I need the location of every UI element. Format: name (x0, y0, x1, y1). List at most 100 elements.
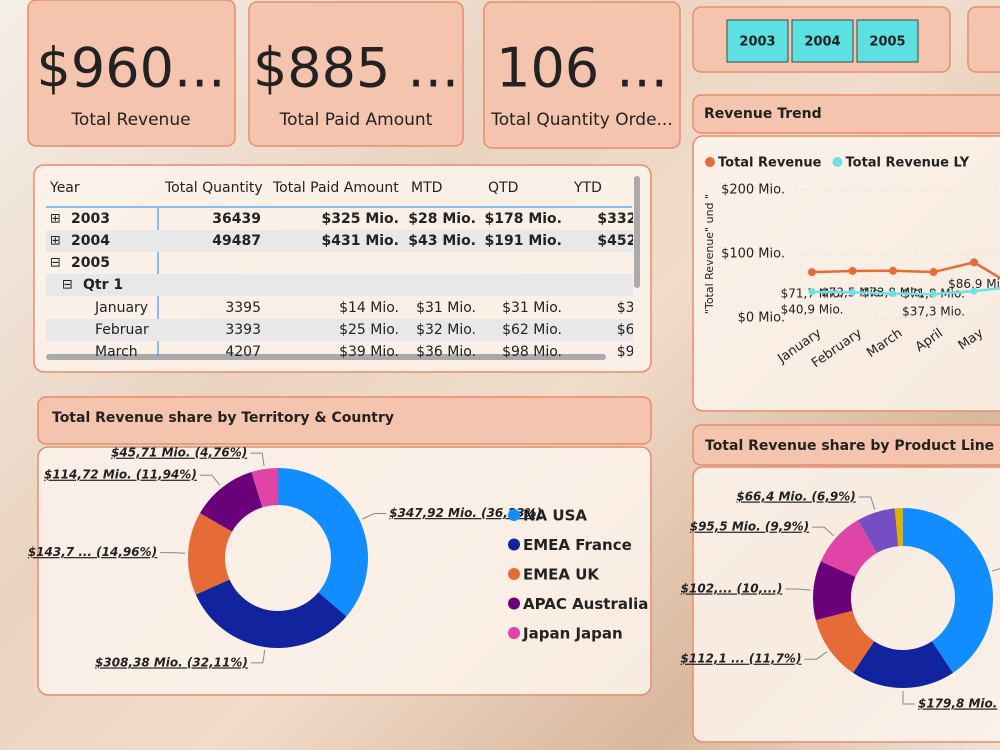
point (889, 266, 897, 275)
point (848, 266, 857, 275)
cell: $31 Mio. (502, 300, 562, 316)
chart-title: Total Revenue share by Territory & Count… (52, 410, 394, 426)
expand-icon[interactable]: ⊞ (50, 212, 61, 227)
row-band (46, 319, 633, 341)
cell: $62 Mio. (502, 322, 562, 338)
cell: $191 Mio. (484, 233, 562, 249)
row-label: 2005 (71, 255, 110, 271)
legend-marker (508, 627, 520, 639)
data-label: $114,72 Mio. (11,94%) (44, 468, 197, 482)
card-value: $885 ... (253, 37, 459, 100)
expand-icon[interactable]: ⊞ (50, 234, 61, 249)
legend-label: Japan Japan (522, 625, 623, 643)
row-label: 2004 (71, 233, 110, 249)
cell: $43 Mio. (408, 233, 476, 249)
leader-line (362, 513, 387, 520)
expand-icon[interactable]: ⊟ (62, 278, 73, 293)
data-label: $143,7 ... (14,96%) (28, 545, 157, 559)
column-header: YTD (573, 180, 602, 196)
column-header: MTD (411, 180, 442, 196)
card (483, 1, 681, 149)
legend-label: APAC Australia (523, 595, 648, 613)
title-panel (37, 396, 652, 445)
card-label: Total Quantity Orde... (490, 110, 673, 130)
column-header: Total Paid Amount (272, 180, 399, 196)
slicer-label: 2005 (869, 35, 905, 50)
column-header: Year (49, 180, 80, 196)
cell: 4207 (225, 344, 261, 360)
row-label: January (94, 300, 148, 316)
legend-marker (508, 538, 520, 551)
card-label: Total Paid Amount (279, 110, 433, 130)
cell: $25 Mio. (339, 322, 399, 338)
leader-line (250, 649, 266, 664)
y-tick-label: $200 Mio. (721, 183, 785, 198)
y-tick-label: $100 Mio. (721, 247, 785, 262)
legend-label: EMEA UK (523, 566, 600, 584)
point (930, 290, 937, 298)
point (970, 258, 978, 267)
point (970, 287, 978, 295)
donut-slice (278, 468, 368, 617)
data-label: $86,9 Mi (948, 277, 1000, 291)
data-label: $66,4 Mio. (6,9%) (736, 490, 855, 504)
cell: $39 Mio. (339, 344, 399, 360)
line (811, 286, 1000, 296)
cell: 36439 (212, 211, 261, 227)
slicer-button[interactable] (726, 19, 789, 63)
point (808, 288, 816, 296)
cell: 3395 (225, 300, 261, 316)
donut-slice (199, 471, 263, 532)
cell: 3393 (225, 322, 261, 338)
slicer-label: 2003 (739, 35, 775, 50)
chart-title: Total Revenue share by Product Line (705, 438, 994, 454)
row-label: March (95, 344, 138, 360)
expand-icon[interactable]: ⊟ (50, 256, 61, 271)
legend-label: Total Revenue (718, 156, 822, 171)
cell: $332 Mi (597, 211, 660, 227)
leader-line (160, 552, 186, 554)
data-label: $40,9 Mio. (781, 302, 844, 316)
donut-slice (188, 513, 233, 595)
line (811, 261, 1000, 280)
donut-slice (853, 641, 953, 688)
legend-marker (508, 597, 520, 610)
scrollbar[interactable] (634, 176, 640, 288)
slicer-button[interactable] (791, 19, 854, 63)
cell: $31 Mio. (416, 300, 476, 316)
scrollbar[interactable] (46, 354, 606, 360)
leader-line (858, 496, 876, 510)
data-label: $102,... (10,...) (681, 581, 783, 595)
cell: $98 M (617, 344, 660, 360)
row-band (46, 230, 633, 252)
data-label: $179,8 Mio. (918, 697, 997, 711)
legend-marker (508, 568, 520, 580)
title-panel (692, 424, 1000, 466)
card (248, 1, 464, 147)
cell: $98 Mio. (502, 344, 562, 360)
row-label: Qtr 1 (83, 277, 123, 293)
panel (967, 6, 1000, 73)
donut-slice (820, 520, 877, 577)
data-label: $95,5 Mio. (9,9%) (690, 520, 809, 534)
donut-slice (894, 508, 903, 547)
table: Year Total Quantity Total Paid Amount MTD QT… (46, 180, 660, 360)
chart-title: Revenue Trend (704, 106, 822, 122)
leader-line (785, 588, 811, 591)
title-panel (692, 94, 1000, 134)
row-label: Februar (95, 322, 149, 338)
row-label: 2003 (71, 211, 110, 227)
slicer-button[interactable] (856, 19, 919, 63)
leader-line (812, 526, 835, 537)
legend-marker (832, 157, 843, 167)
donut-slice (903, 508, 993, 673)
donut-slice (813, 561, 856, 621)
row-band (46, 274, 633, 296)
data-label: $308,38 Mio. (32,11%) (95, 655, 248, 669)
cell: $431 Mio. (321, 233, 399, 249)
point (849, 288, 856, 296)
legend-marker (705, 157, 715, 167)
card (27, 0, 236, 147)
